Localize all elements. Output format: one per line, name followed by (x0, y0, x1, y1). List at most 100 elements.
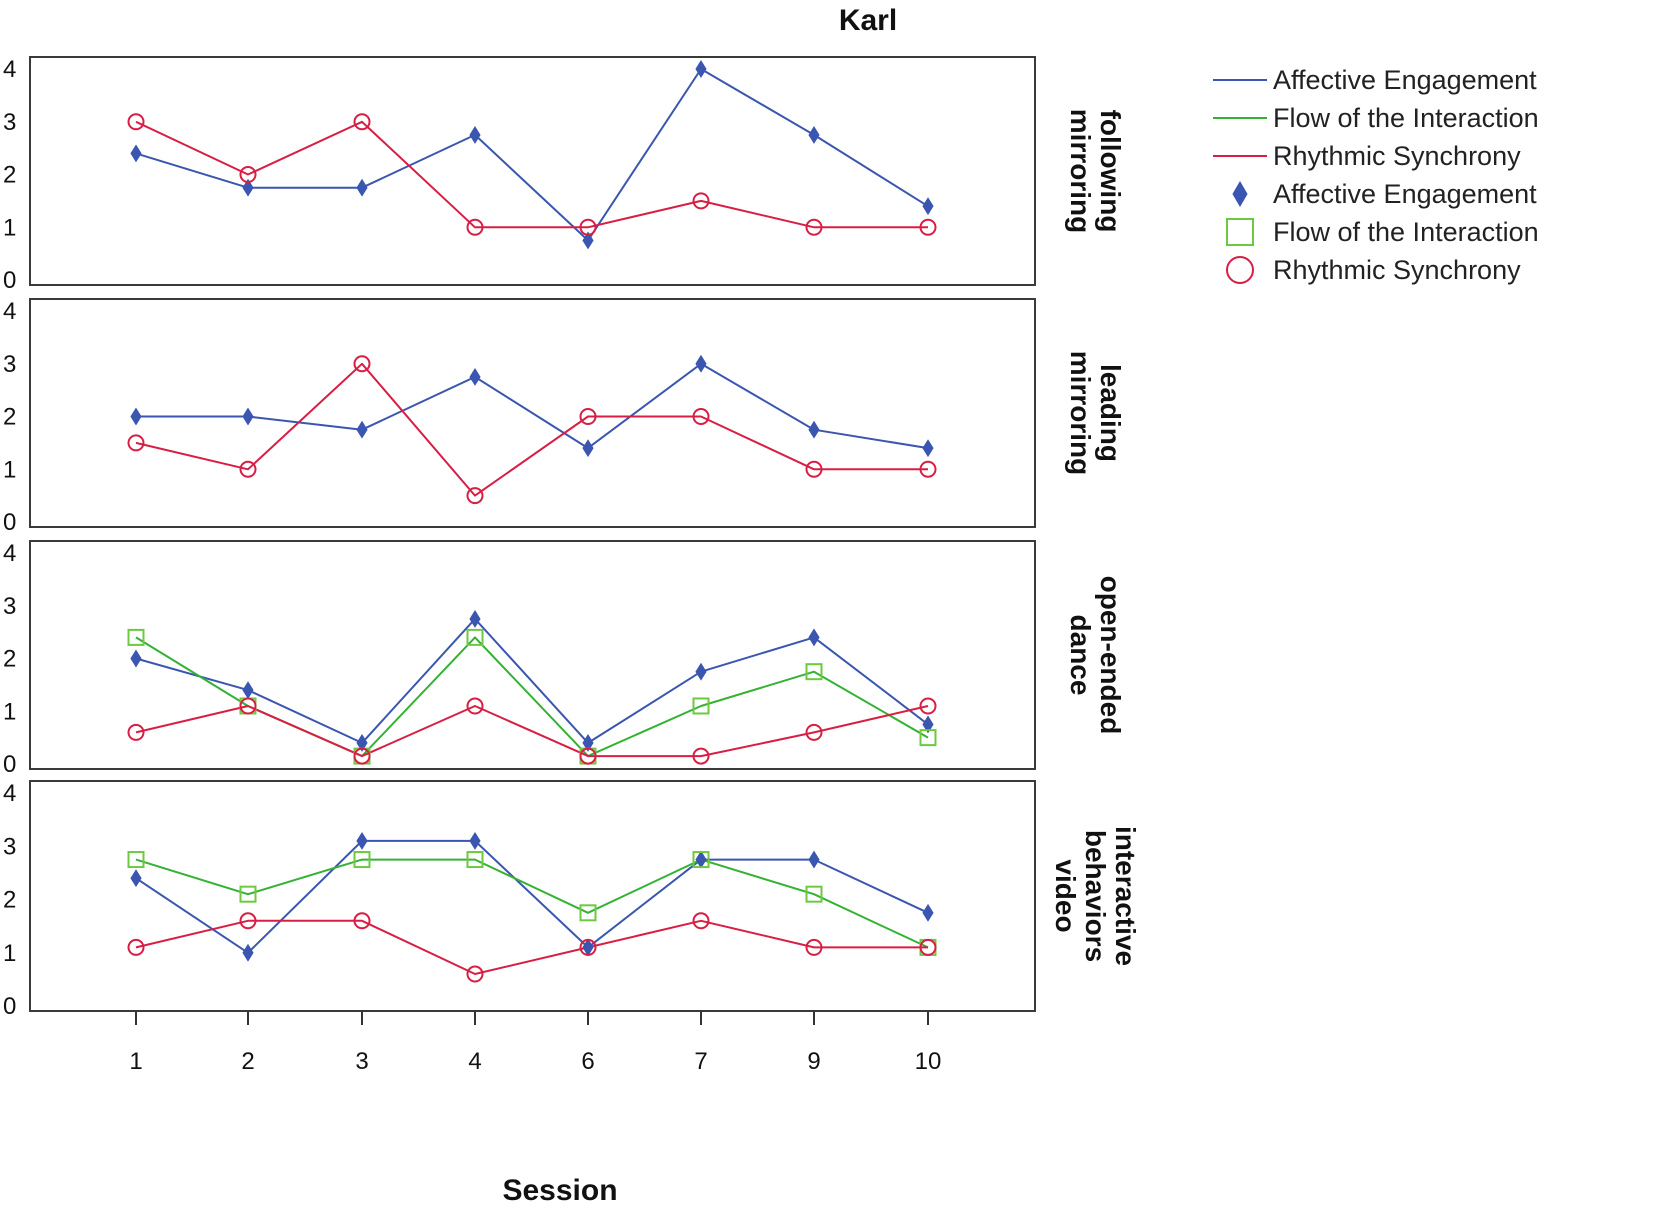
data-point-rhythmic-synchrony: Rhythmic Synchrony session 9: 1 (805, 218, 823, 236)
data-point-affective-engagement: Affective Engagement session 2: 2 (242, 407, 254, 426)
y-tick-label: 3 (3, 833, 16, 860)
legend-label: Flow of the Interaction (1273, 103, 1539, 133)
data-point-affective-engagement: Affective Engagement session 3: 3.1 (356, 831, 368, 850)
panels-layer: 01234followingmirroringAffective Engagem… (3, 56, 1141, 1020)
data-point-rhythmic-synchrony: Rhythmic Synchrony session 1: 3 (127, 113, 145, 131)
y-tick-label: 4 (3, 780, 16, 807)
y-tick-label: 2 (3, 162, 16, 189)
series-line-rhythmic-synchrony (135, 919, 928, 975)
x-axis: 1 2 3 4 6 7 9 10 (129, 1011, 941, 1075)
data-point-affective-engagement: Affective Engagement session 2: 1 (242, 943, 254, 962)
data-point-affective-engagement: Affective Engagement session 1: 2.4 (130, 869, 142, 888)
panel-frame (29, 540, 1036, 770)
data-point-flow-of-the-interaction: Flow of the Interaction session 3: 2.75 (353, 851, 371, 869)
panel-frame (29, 780, 1036, 1012)
panel-label-behaviors: behaviors (1080, 830, 1111, 962)
data-point-affective-engagement: Affective Engagement session 7: 1.75 (695, 662, 707, 681)
data-point-affective-engagement: Affective Engagement session 1: 2 (130, 407, 142, 426)
data-point-rhythmic-synchrony: Rhythmic Synchrony session 3: 3 (353, 113, 371, 131)
panel-label-interactive: interactive (1110, 826, 1141, 966)
series-line-affective-engagement (135, 839, 929, 954)
data-point-flow-of-the-interaction: Flow of the Interaction session 4: 2.75 (466, 851, 484, 869)
data-point-rhythmic-synchrony: Rhythmic Synchrony session 3: 0.15 (353, 747, 371, 765)
data-point-affective-engagement: Affective Engagement session 3: 1.75 (356, 178, 368, 197)
y-tick-label: 2 (3, 646, 16, 673)
data-point-affective-engagement: Affective Engagement session 10: 1.4 (922, 439, 934, 458)
y-tick-label: 1 (3, 940, 16, 967)
data-point-rhythmic-synchrony: Rhythmic Synchrony session 1: 0.6 (127, 723, 145, 741)
data-point-rhythmic-synchrony: Rhythmic Synchrony session 7: 1.5 (692, 192, 710, 210)
data-point-affective-engagement: Affective Engagement session 4: 2.75 (469, 609, 481, 628)
x-tick-label: 7 (694, 1048, 707, 1075)
legend-label: Rhythmic Synchrony (1273, 141, 1521, 171)
data-point-rhythmic-synchrony: Rhythmic Synchrony session 4: 0.5 (466, 487, 484, 505)
legend-label: Flow of the Interaction (1273, 217, 1539, 247)
data-point-affective-engagement: Affective Engagement session 4: 2.75 (469, 367, 481, 386)
x-tick-label: 2 (241, 1048, 254, 1075)
data-point-rhythmic-synchrony: Rhythmic Synchrony session 4: 1.1 (466, 697, 484, 715)
legend: Affective Engagement Flow of the Interact… (1213, 65, 1539, 285)
y-tick-label: 0 (3, 751, 16, 778)
x-tick-label: 3 (355, 1048, 368, 1075)
data-point-flow-of-the-interaction: Flow of the Interaction session 4: 2.4 (466, 628, 484, 646)
legend-circle-marker (1226, 256, 1254, 284)
legend-entry-flow-of-the-interaction-line: Flow of the Interaction (1213, 103, 1539, 133)
data-point-affective-engagement: Affective Engagement session 10: 1.4 (922, 197, 934, 216)
data-point-flow-of-the-interaction: Flow of the Interaction session 10: 0.5 (919, 729, 937, 747)
legend-square-marker (1226, 218, 1254, 246)
data-point-affective-engagement: Affective Engagement session 4: 2.75 (469, 125, 481, 144)
data-point-affective-engagement: Affective Engagement session 7: 2.75 (695, 850, 707, 869)
y-tick-label: 1 (3, 456, 16, 483)
data-point-rhythmic-synchrony: Rhythmic Synchrony session 6: 1 (579, 218, 597, 236)
data-point-affective-engagement: Affective Engagement session 3: 1.75 (356, 420, 368, 439)
data-point-rhythmic-synchrony: Rhythmic Synchrony session 6: 2 (579, 408, 597, 425)
series-line-affective-engagement (135, 68, 929, 242)
series-line-rhythmic-synchrony (135, 362, 928, 497)
data-point-affective-engagement: Affective Engagement session 2: 1.75 (242, 178, 254, 197)
data-point-flow-of-the-interaction: Flow of the Interaction session 2: 2.1 (239, 885, 257, 903)
data-point-rhythmic-synchrony: Rhythmic Synchrony session 7: 0.15 (692, 747, 710, 765)
data-point-flow-of-the-interaction: Flow of the Interaction session 7: 1.1 (692, 697, 710, 715)
data-point-affective-engagement: Affective Engagement session 3: 0.4 (356, 733, 368, 752)
data-point-affective-engagement: Affective Engagement session 6: 1.4 (582, 439, 594, 458)
data-point-rhythmic-synchrony: Rhythmic Synchrony session 10: 1 (919, 460, 937, 478)
data-point-affective-engagement: Affective Engagement session 6: 0.75 (582, 231, 594, 250)
data-point-affective-engagement: Affective Engagement session 2: 1.4 (242, 681, 254, 700)
data-point-rhythmic-synchrony: Rhythmic Synchrony session 7: 2 (692, 408, 710, 425)
chart-title: Karl (839, 4, 897, 37)
data-point-flow-of-the-interaction: Flow of the Interaction session 1: 2.4 (127, 628, 145, 646)
data-point-rhythmic-synchrony: Rhythmic Synchrony session 9: 0.6 (805, 723, 823, 741)
panel-label-leading: leading (1095, 364, 1126, 462)
data-point-rhythmic-synchrony: Rhythmic Synchrony session 1: 1.1 (127, 938, 145, 956)
y-tick-label: 3 (3, 109, 16, 136)
x-tick-label: 4 (468, 1048, 481, 1075)
y-tick-label: 2 (3, 887, 16, 914)
series-line-rhythmic-synchrony (135, 705, 929, 758)
data-point-rhythmic-synchrony: Rhythmic Synchrony session 7: 1.6 (692, 912, 710, 930)
data-point-flow-of-the-interaction: Flow of the Interaction session 1: 2.75 (127, 851, 145, 869)
data-point-affective-engagement: Affective Engagement session 9: 2.75 (808, 850, 820, 869)
data-point-rhythmic-synchrony: Rhythmic Synchrony session 3: 3 (353, 355, 371, 373)
legend-label: Rhythmic Synchrony (1273, 255, 1521, 285)
data-point-affective-engagement: Affective Engagement session 1: 2.4 (130, 144, 142, 163)
data-point-affective-engagement: Affective Engagement session 10: 1.75 (922, 903, 934, 922)
panel-frame (29, 298, 1036, 528)
data-point-affective-engagement: Affective Engagement session 1: 2 (130, 649, 142, 668)
x-axis-title: Session (502, 1174, 617, 1207)
x-tick-label: 1 (129, 1048, 142, 1075)
data-point-rhythmic-synchrony: Rhythmic Synchrony session 2: 1.1 (239, 697, 257, 715)
data-point-flow-of-the-interaction: Flow of the Interaction session 9: 1.75 (805, 663, 823, 681)
y-tick-label: 4 (3, 540, 16, 567)
data-point-rhythmic-synchrony: Rhythmic Synchrony session 4: 0.6 (466, 965, 484, 983)
panel-label-video: video (1050, 859, 1081, 932)
data-point-rhythmic-synchrony: Rhythmic Synchrony session 6: 1.1 (579, 938, 597, 956)
legend-entry-affective-engagement-line: Affective Engagement (1213, 65, 1537, 95)
panel-label-dance: dance (1065, 615, 1096, 696)
data-point-rhythmic-synchrony: Rhythmic Synchrony session 2: 2 (239, 166, 257, 183)
data-point-affective-engagement: Affective Engagement session 7: 3 (695, 354, 707, 373)
